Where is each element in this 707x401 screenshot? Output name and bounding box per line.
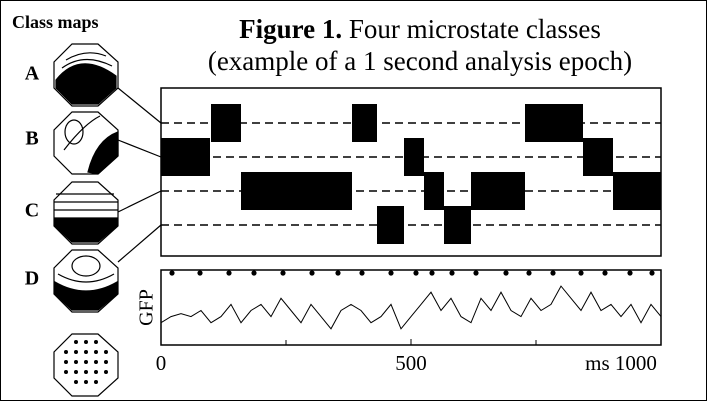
title-label: Figure 1. (239, 14, 342, 44)
microstate-segment (352, 104, 377, 142)
gfp-label: GFP (136, 289, 158, 326)
microstate-segment (241, 172, 352, 210)
class-label: D (25, 268, 39, 290)
connector (117, 190, 162, 213)
gfp-peak (602, 270, 608, 276)
map-b (53, 111, 119, 175)
gfp-peak (578, 270, 584, 276)
connector (117, 224, 162, 263)
microstate-segment (525, 104, 583, 142)
gfp-peak (413, 270, 419, 276)
maps-label: Class maps (12, 12, 99, 32)
gfp-peak (429, 270, 435, 276)
connectors (117, 87, 162, 263)
x-tick-label: ms 1000 (585, 351, 657, 375)
gfp-peak (503, 270, 509, 276)
class-label: C (25, 200, 39, 222)
microstate-segment (583, 138, 613, 176)
gfp-peak (627, 270, 633, 276)
gfp-peak (388, 270, 394, 276)
gfp-peak (649, 270, 655, 276)
electrode-map (53, 333, 119, 397)
connector (117, 139, 162, 158)
gfp-line (160, 285, 662, 330)
class-label: A (25, 63, 40, 85)
gfp-peak (335, 270, 341, 276)
gfp-peak (197, 270, 203, 276)
gfp-peak (226, 270, 232, 276)
gfp-peak (309, 270, 315, 276)
x-tick-label: 0 (156, 351, 167, 375)
gfp-peak (251, 270, 257, 276)
map-c (53, 181, 119, 245)
x-tick-label: 500 (395, 351, 427, 375)
microstate-segment (444, 206, 471, 244)
connector (117, 87, 162, 124)
gfp-peak (359, 270, 365, 276)
gfp-peak (526, 270, 532, 276)
class-maps (53, 43, 119, 397)
microstate-segment (404, 138, 424, 176)
class-label: B (25, 128, 38, 150)
microstate-segment (613, 172, 661, 210)
map-a (53, 43, 119, 107)
gfp-peak (169, 270, 175, 276)
microstate-segment (161, 138, 210, 176)
microstate-segment (424, 172, 444, 210)
gfp-peak (280, 270, 286, 276)
gfp-peak (550, 270, 556, 276)
chart-title: Figure 1. Four microstate classes (239, 14, 601, 44)
gfp-peak (473, 270, 479, 276)
microstate-segment (471, 172, 525, 210)
subtitle: (example of a 1 second analysis epoch) (208, 46, 632, 76)
map-d (53, 249, 119, 313)
microstate-segment (377, 206, 404, 244)
title-text: Four microstate classes (349, 14, 601, 44)
microstate-segment (211, 104, 241, 142)
gfp-peak (449, 270, 455, 276)
